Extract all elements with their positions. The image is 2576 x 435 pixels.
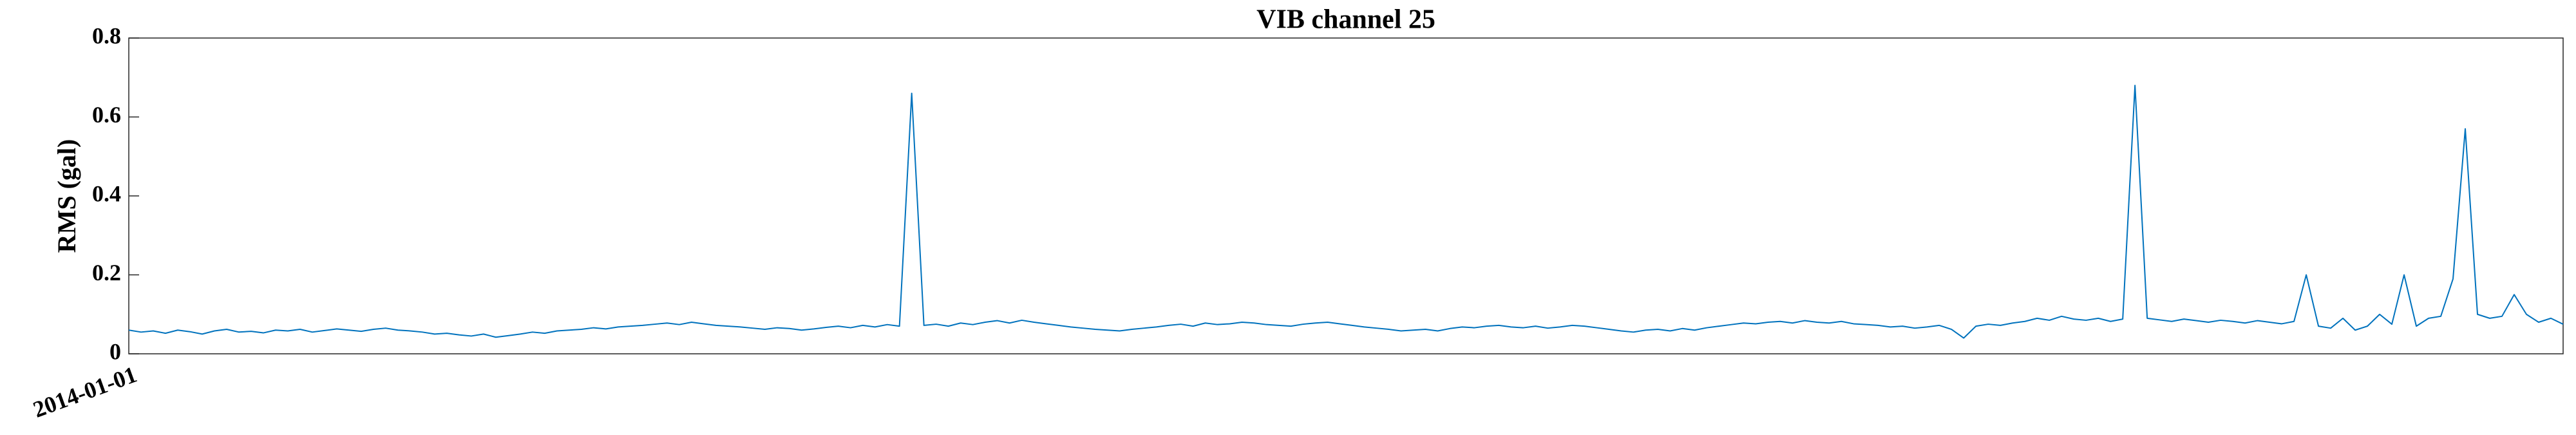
y-tick-label: 0 [109, 338, 121, 364]
chart-title: VIB channel 25 [1256, 5, 1435, 35]
y-tick-label: 0.8 [92, 23, 121, 48]
y-tick-label: 0.6 [92, 102, 121, 128]
y-axis-label: RMS (gal) [52, 139, 81, 253]
data-line [128, 84, 2564, 339]
y-tick-label: 0.4 [92, 180, 121, 206]
y-tick-label: 0.2 [92, 260, 121, 285]
